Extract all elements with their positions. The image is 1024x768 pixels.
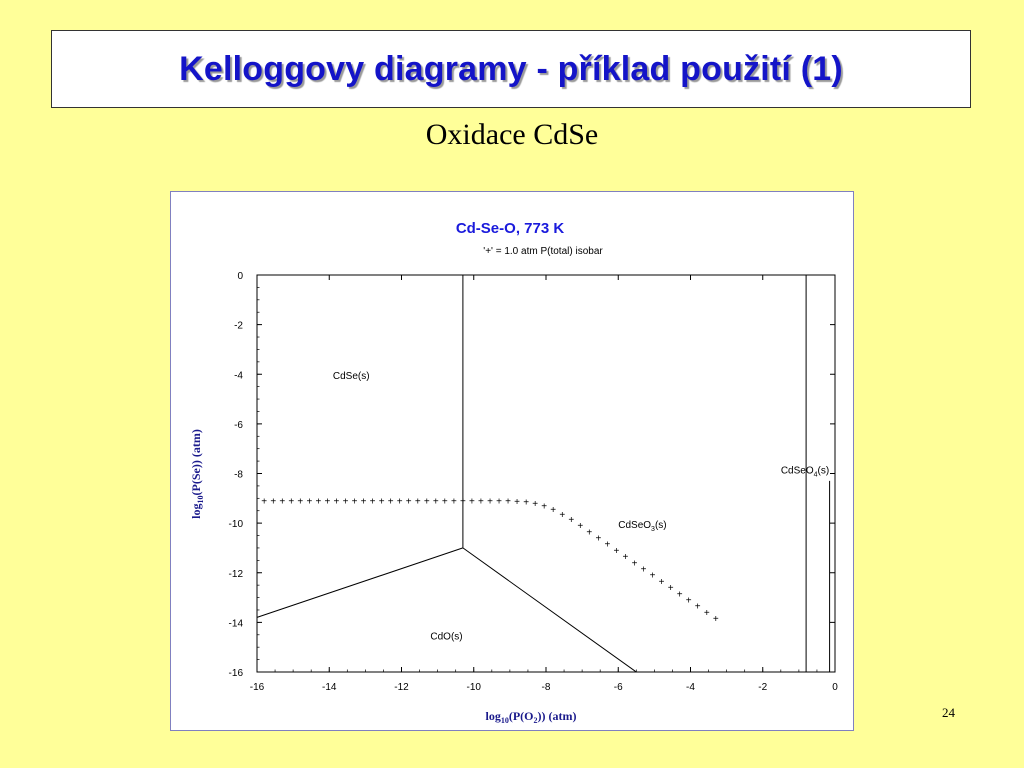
y-tick-label: -6 xyxy=(234,420,243,431)
page-number: 24 xyxy=(942,705,955,720)
isobar-point: + xyxy=(568,515,574,526)
isobar-point: + xyxy=(424,496,430,507)
chart-svg: Cd-Se-O, 773 K '+' = 1.0 atm P(total) is… xyxy=(189,220,839,725)
x-tick-label: -12 xyxy=(394,682,409,693)
isobar-point: + xyxy=(460,496,466,507)
isobar-point: + xyxy=(288,496,294,507)
isobar-point: + xyxy=(279,496,285,507)
plot-area xyxy=(256,274,836,673)
isobar-point: + xyxy=(433,496,439,507)
isobar-point: + xyxy=(641,565,647,576)
x-tick-label: -4 xyxy=(686,682,695,693)
isobar-point: + xyxy=(559,510,565,521)
x-tick-label: -10 xyxy=(467,682,482,693)
isobar-point: + xyxy=(686,596,692,607)
y-tick-label: -2 xyxy=(234,321,243,332)
isobar-series: + + + + + + + + + + + + + + + + + + + + + + + + + + + + + + + + + + ++++++… xyxy=(261,496,719,625)
isobar-point: + xyxy=(478,496,484,507)
x-tick-label: -6 xyxy=(614,682,623,693)
slide-title: Kelloggovy diagramy - příklad použití (1… xyxy=(179,49,843,88)
axis-ticks: -16 -14 -12 -10 -8 -6 -4 -2 0 0 -2 -4 -6 -8 -10 -12 -14 -… xyxy=(229,271,839,693)
isobar-point: + xyxy=(668,583,674,594)
isobar-point: + xyxy=(487,496,493,507)
isobar-point: + xyxy=(397,496,403,507)
region-label: CdO(s) xyxy=(430,632,462,643)
y-axis-label: log10(P(Se)) (atm) xyxy=(189,429,205,519)
kellogg-chart: Cd-Se-O, 773 K '+' = 1.0 atm P(total) is… xyxy=(170,191,854,731)
isobar-point: + xyxy=(550,505,556,516)
isobar-point: + xyxy=(469,496,475,507)
isobar-point: + xyxy=(659,577,665,588)
slide-title-box: Kelloggovy diagramy - příklad použití (1… xyxy=(51,30,971,108)
x-tick-label: 0 xyxy=(832,682,838,693)
x-tick-label: -14 xyxy=(322,682,337,693)
y-tick-label: -10 xyxy=(229,519,244,530)
slide-subtitle: Oxidace CdSe xyxy=(425,118,599,151)
isobar-point: + xyxy=(505,496,511,507)
phase-boundaries xyxy=(256,275,831,673)
x-tick-label: -16 xyxy=(250,682,265,693)
phase-boundary-line xyxy=(256,547,464,618)
isobar-point: + xyxy=(650,571,656,582)
isobar-point: + xyxy=(614,546,620,557)
x-tick-label: -8 xyxy=(542,682,551,693)
isobar-point: + xyxy=(334,496,340,507)
phase-boundary-line xyxy=(462,547,637,673)
isobar-point: + xyxy=(523,498,529,509)
isobar-point: + xyxy=(695,602,701,613)
isobar-point: + xyxy=(306,496,312,507)
region-label: CdSeO3(s) xyxy=(618,520,666,533)
isobar-point: + xyxy=(677,589,683,600)
isobar-point: + xyxy=(595,534,601,545)
chart-subtitle: '+' = 1.0 atm P(total) isobar xyxy=(483,246,603,257)
isobar-point: + xyxy=(379,496,385,507)
isobar-point: + xyxy=(352,496,358,507)
isobar-point: + xyxy=(586,527,592,538)
isobar-point: + xyxy=(315,496,321,507)
y-tick-label: 0 xyxy=(237,271,243,282)
y-tick-label: -8 xyxy=(234,470,243,481)
isobar-point: + xyxy=(604,540,610,551)
isobar-point: + xyxy=(442,496,448,507)
x-tick-label: -2 xyxy=(758,682,767,693)
isobar-point: + xyxy=(388,496,394,507)
isobar-point: + xyxy=(514,497,520,508)
isobar-point: + xyxy=(343,496,349,507)
isobar-point: + xyxy=(297,496,303,507)
y-tick-label: -14 xyxy=(229,618,244,629)
isobar-point: + xyxy=(270,496,276,507)
isobar-point: + xyxy=(361,496,367,507)
isobar-point: + xyxy=(541,501,547,512)
isobar-point: + xyxy=(532,499,538,510)
y-tick-label: -12 xyxy=(229,569,244,580)
region-label: CdSeO4(s) xyxy=(781,466,829,479)
isobar-point: + xyxy=(496,496,502,507)
region-labels: CdSe(s) CdO(s) CdSeO3(s) CdSeO4(s) xyxy=(333,371,829,643)
isobar-point: + xyxy=(704,608,710,619)
isobar-point: + xyxy=(370,496,376,507)
isobar-point: + xyxy=(415,496,421,507)
isobar-point: + xyxy=(406,496,412,507)
isobar-point: + xyxy=(713,614,719,625)
isobar-point: + xyxy=(632,558,638,569)
region-label: CdSe(s) xyxy=(333,371,370,382)
isobar-point: + xyxy=(623,552,629,563)
isobar-point: + xyxy=(451,496,457,507)
y-tick-label: -16 xyxy=(229,668,244,679)
isobar-point: + xyxy=(325,496,331,507)
isobar-point: + xyxy=(261,496,267,507)
isobar-point: + xyxy=(577,521,583,532)
y-tick-label: -4 xyxy=(234,370,243,381)
x-axis-label: log10(P(O2)) (atm) xyxy=(486,709,577,725)
chart-title: Cd-Se-O, 773 K xyxy=(456,220,565,237)
